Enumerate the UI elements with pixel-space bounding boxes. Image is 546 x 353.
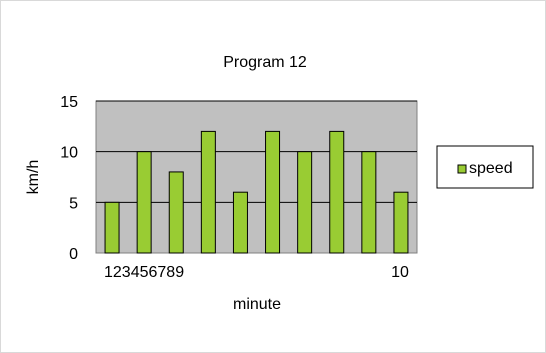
- chart-title: Program 12: [223, 54, 307, 71]
- legend: speed: [436, 145, 534, 189]
- x-tick-label-1-9: 123456789: [104, 264, 184, 281]
- bar-minute-6: [265, 130, 281, 254]
- x-tick-label-10: 10: [391, 264, 409, 281]
- bar-minute-3: [168, 171, 184, 254]
- y-axis-title: km/h: [25, 160, 42, 195]
- x-axis-title: minute: [233, 296, 281, 313]
- bar-minute-2: [136, 151, 152, 254]
- bar-minute-7: [297, 151, 313, 254]
- bar-minute-9: [361, 151, 377, 254]
- y-tick-label-5: 5: [69, 195, 78, 212]
- bar-minute-4: [200, 130, 216, 254]
- legend-label-speed: speed: [469, 160, 513, 177]
- y-tick-label-15: 15: [60, 94, 78, 111]
- bar-minute-10: [393, 191, 409, 254]
- legend-swatch: [457, 164, 467, 174]
- y-tick-label-0: 0: [69, 246, 78, 263]
- legend-box: [436, 145, 534, 189]
- y-tick-label-10: 10: [60, 145, 78, 162]
- bars: [104, 130, 409, 254]
- y-tick-labels: 0 5 10 15: [60, 94, 78, 263]
- bar-minute-1: [104, 201, 120, 254]
- bar-minute-5: [232, 191, 248, 254]
- bar-minute-8: [329, 130, 345, 254]
